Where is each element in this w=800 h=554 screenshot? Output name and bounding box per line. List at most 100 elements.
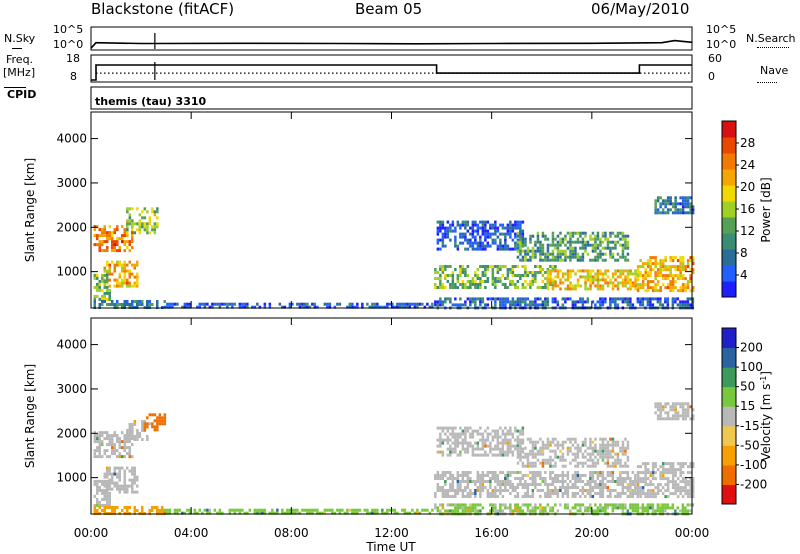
scatter-cell	[108, 469, 111, 473]
scatter-cell	[96, 503, 99, 507]
scatter-cell	[556, 275, 560, 279]
scatter-cell	[118, 469, 121, 473]
scatter-cell	[556, 252, 560, 256]
scatter-cell	[436, 474, 440, 477]
scatter-cell	[639, 480, 642, 484]
scatter-cell	[554, 503, 557, 507]
scatter-cell	[529, 300, 532, 304]
scatter-cell	[494, 492, 497, 495]
scatter-cell	[671, 286, 675, 290]
scatter-cell	[511, 229, 515, 233]
scatter-cell	[509, 441, 512, 445]
scatter-cell	[546, 446, 550, 450]
scatter-cell	[609, 281, 612, 285]
scatter-cell	[261, 511, 264, 515]
scatter-cell	[674, 268, 677, 272]
scatter-cell	[461, 506, 465, 510]
scatter-cell	[93, 431, 96, 435]
scatter-cell	[624, 246, 627, 250]
scatter-cell	[103, 488, 106, 492]
scatter-cell	[661, 303, 665, 307]
scatter-cell	[308, 508, 312, 512]
scatter-cell	[123, 443, 126, 447]
scatter-cell	[614, 495, 617, 498]
scatter-cell	[619, 281, 622, 285]
scatter-cell	[311, 511, 314, 515]
scatter-cell	[218, 508, 222, 512]
scatter-cell	[539, 477, 542, 480]
scatter-cell	[551, 252, 555, 256]
scatter-cell	[546, 237, 550, 241]
scatter-cell	[544, 480, 547, 483]
scatter-cell	[544, 300, 547, 304]
scatter-cell	[596, 471, 600, 474]
scatter-cell	[519, 449, 522, 453]
scatter-cell	[128, 432, 132, 435]
scatter-cell	[449, 223, 452, 227]
scatter-cell	[546, 503, 550, 507]
scatter-cell	[439, 435, 442, 439]
scatter-cell	[519, 274, 522, 277]
scatter-cell	[584, 234, 587, 238]
scatter-cell	[461, 268, 465, 271]
scatter-cell	[669, 259, 672, 263]
scatter-cell	[293, 508, 297, 512]
scatter-cell	[584, 240, 587, 244]
scatter-cell	[118, 455, 121, 459]
scatter-cell	[93, 434, 96, 438]
scatter-cell	[574, 240, 577, 244]
scatter-cell	[676, 259, 680, 263]
scatter-cell	[679, 489, 682, 493]
scatter-cell	[108, 303, 111, 306]
scatter-cell	[566, 449, 570, 453]
scatter-cell	[496, 477, 500, 480]
scatter-cell	[584, 231, 587, 235]
scatter-cell	[474, 495, 477, 498]
scatter-cell	[456, 503, 460, 507]
scatter-cell	[519, 471, 522, 474]
scatter-cell	[231, 305, 234, 309]
scatter-cell	[243, 511, 247, 515]
scatter-cell	[451, 477, 455, 480]
scatter-cell	[133, 275, 136, 279]
scatter-cell	[564, 252, 567, 256]
scatter-cell	[476, 503, 480, 507]
scatter-cell	[554, 275, 557, 279]
scatter-cell	[138, 432, 142, 435]
scatter-cell	[536, 240, 540, 244]
scatter-cell	[131, 237, 134, 241]
scatter-cell	[393, 305, 397, 309]
scatter-cell	[554, 492, 557, 495]
scatter-cell	[451, 483, 455, 486]
scatter-cell	[441, 286, 445, 289]
scatter-cell	[574, 246, 577, 250]
scatter-cell	[173, 508, 177, 512]
scatter-cell	[196, 305, 199, 309]
scatter-cell	[666, 402, 670, 406]
scatter-cell	[494, 297, 497, 301]
scatter-cell	[606, 443, 610, 447]
scatter-cell	[506, 229, 510, 233]
scatter-cell	[661, 492, 665, 496]
scatter-cell	[591, 446, 595, 450]
scatter-cell	[524, 464, 527, 468]
scatter-cell	[108, 225, 111, 229]
scatter-cell	[506, 247, 510, 251]
scatter-cell	[121, 455, 124, 459]
scatter-cell	[596, 483, 600, 486]
scatter-cell	[128, 216, 132, 220]
scatter-cell	[481, 220, 485, 224]
scatter-cell	[464, 506, 467, 510]
scatter-cell	[456, 303, 460, 307]
scatter-cell	[671, 465, 675, 469]
scatter-cell	[664, 468, 667, 472]
scatter-cell	[591, 249, 595, 253]
scatter-cell	[116, 281, 119, 285]
scatter-cell	[591, 509, 595, 513]
scatter-cell	[396, 305, 399, 309]
scatter-cell	[554, 269, 557, 273]
scatter-cell	[684, 489, 687, 493]
scatter-cell	[621, 231, 625, 235]
scatter-cell	[449, 238, 452, 242]
scatter-cell	[491, 274, 495, 277]
